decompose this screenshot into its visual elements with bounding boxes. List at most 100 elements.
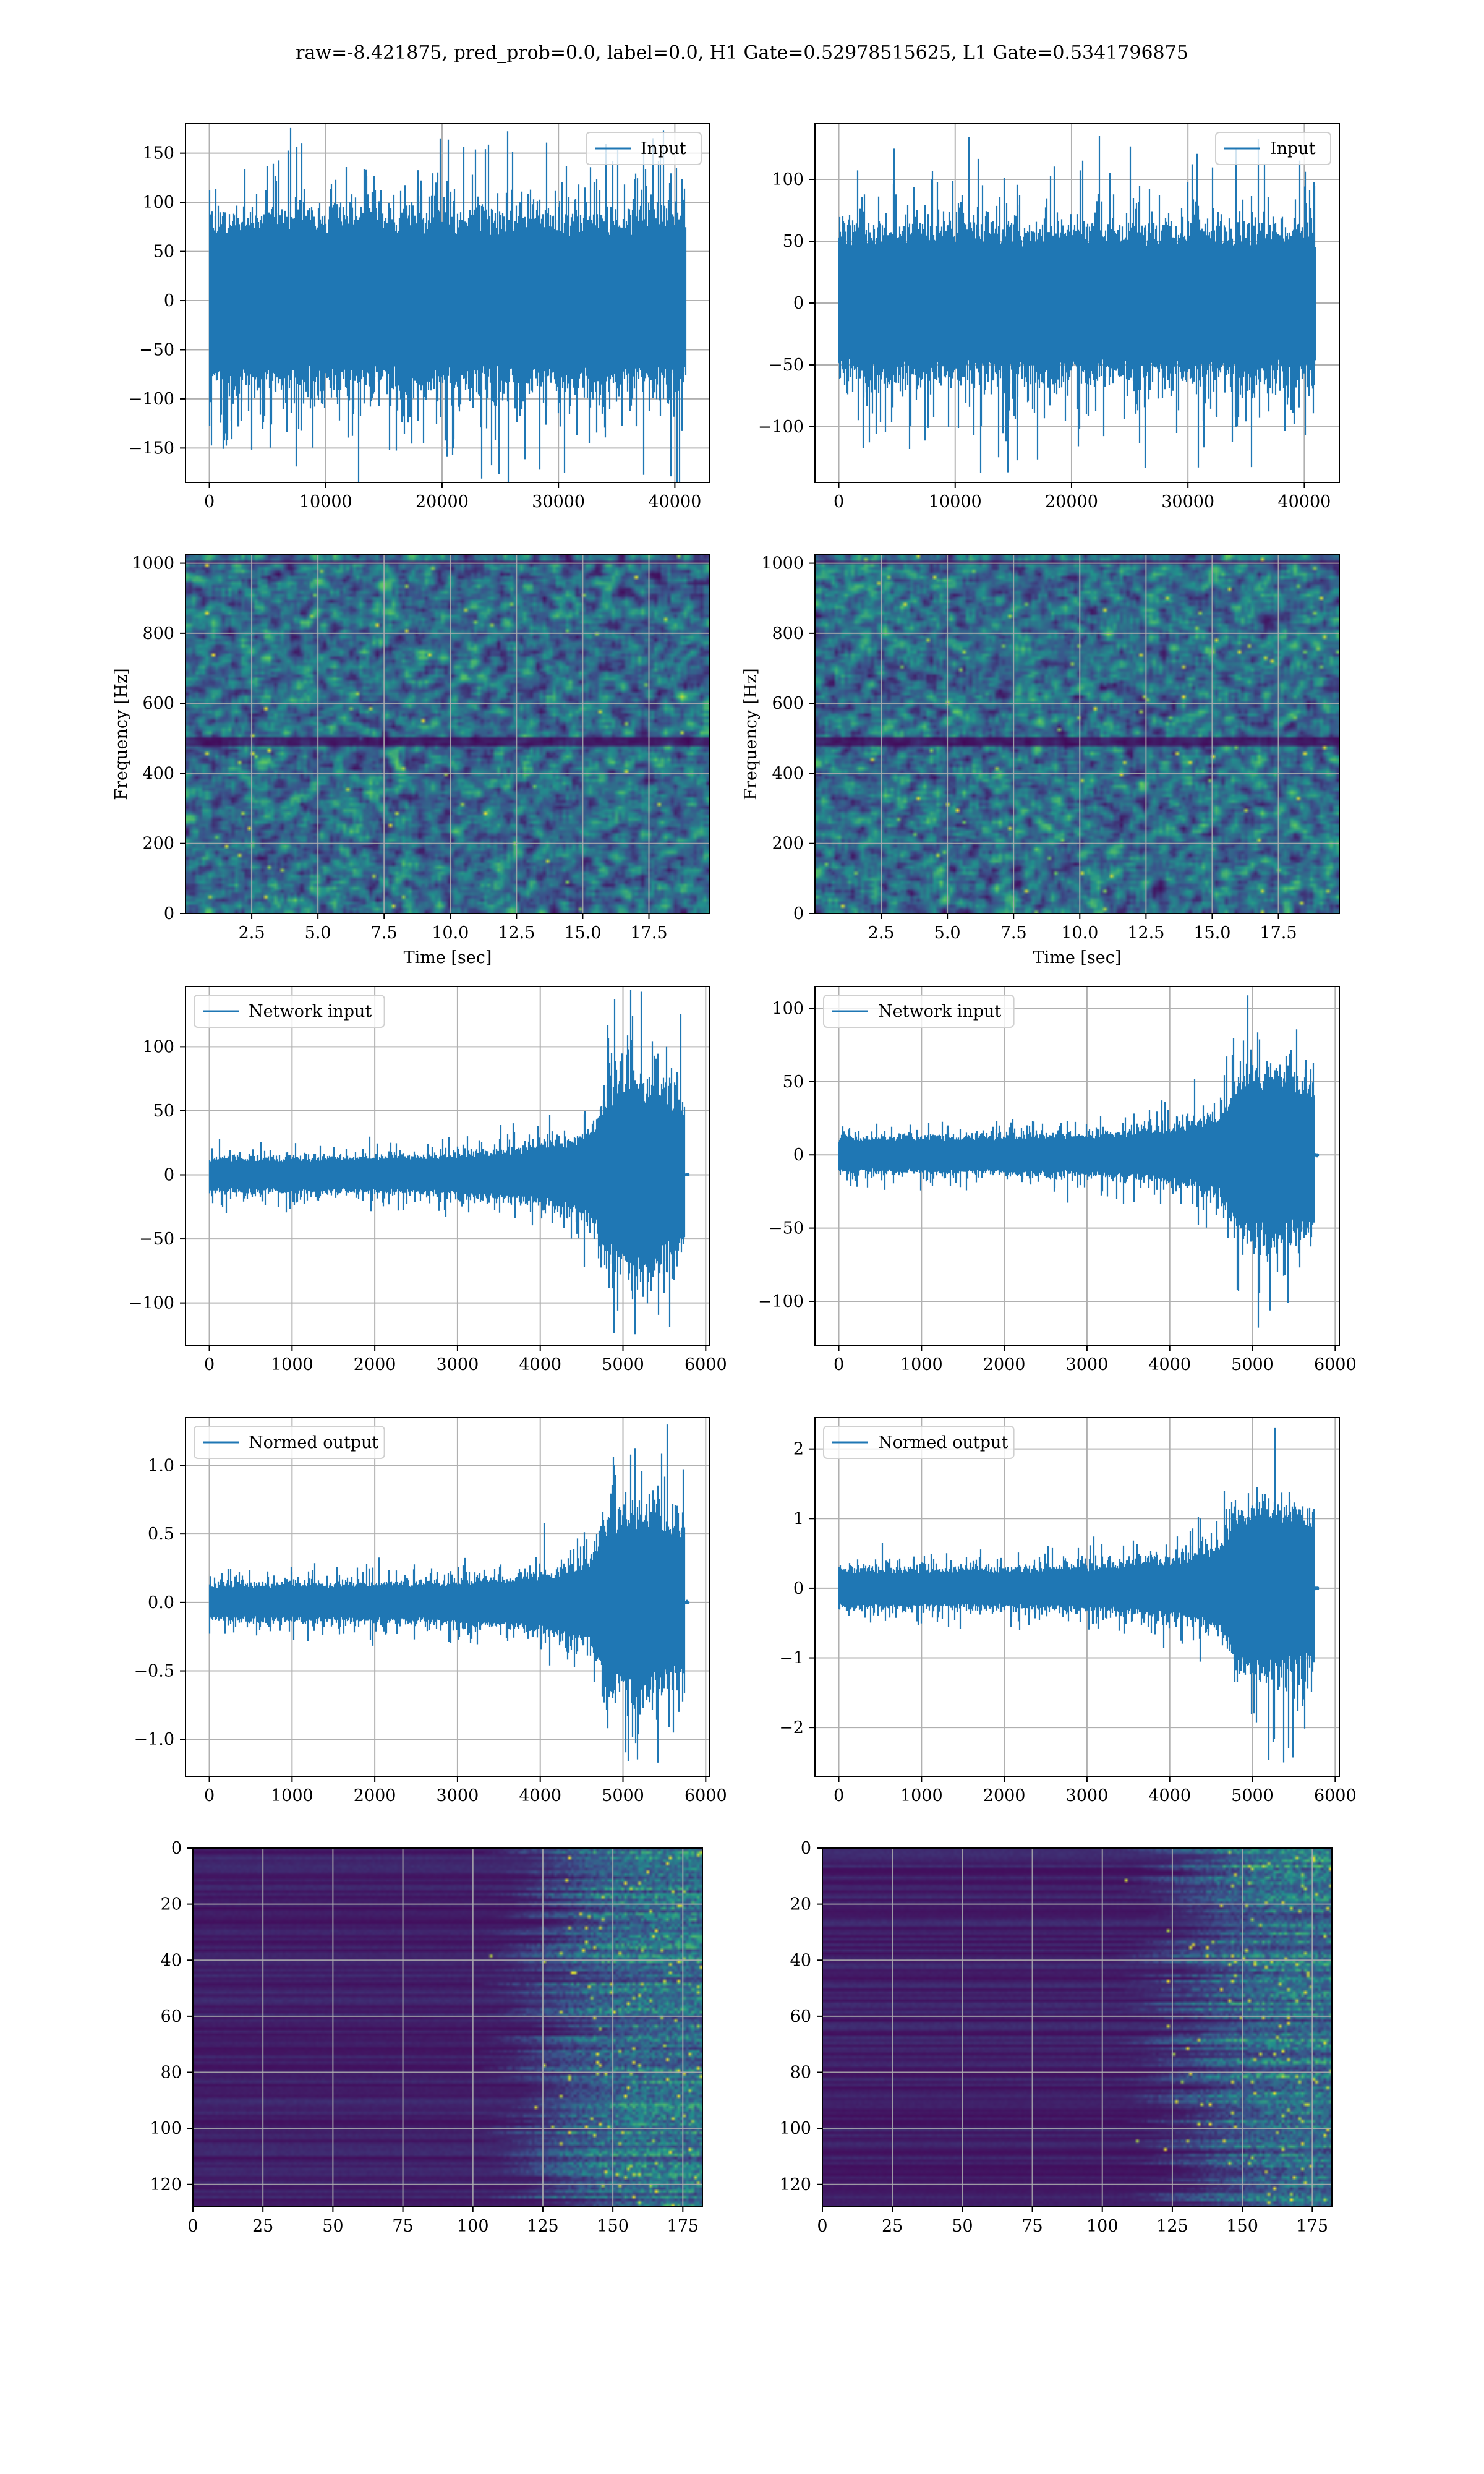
x-tick-label: 17.5: [630, 923, 667, 943]
legend-box: [194, 1426, 385, 1459]
series-line: [208, 1424, 690, 1763]
legend: Network input: [823, 995, 1015, 1028]
y-tick-label: 0.0: [148, 1593, 174, 1612]
y-tick-label: −0.5: [134, 1662, 174, 1681]
y-tick-label: 100: [142, 193, 174, 212]
axes-frame: [822, 1847, 1333, 2207]
legend-box: [586, 132, 702, 165]
x-tick-label: 6000: [684, 1355, 727, 1374]
x-tick-label: 3000: [437, 1355, 479, 1374]
y-tick-label: 0.5: [148, 1525, 174, 1544]
y-tick-label: 60: [790, 2007, 811, 2026]
axes-frame: [185, 1417, 710, 1777]
y-tick-label: 1: [793, 1509, 804, 1528]
y-tick-label: 40: [161, 1951, 182, 1970]
y-tick-label: 2: [793, 1440, 804, 1459]
y-tick-label: 120: [150, 2175, 182, 2194]
x-tick-label: 1000: [271, 1786, 313, 1805]
heatmap-image: [815, 555, 1339, 914]
y-tick-label: 0: [164, 291, 174, 310]
heatmap-image: [186, 555, 710, 914]
input-l1-plot: Input 0 10000 20000 30000 40000 −100 −50 0 50 100: [758, 123, 1340, 511]
x-axis-label: Time [sec]: [1033, 948, 1122, 967]
tick-labels: 2.5 5.0 7.5 10.0 12.5 15.0 17.5 0 200 400 600 800 10…: [132, 554, 667, 943]
x-tick-label: 150: [597, 2217, 629, 2236]
y-tick-label: 200: [142, 834, 174, 854]
y-tick-label: 1000: [132, 554, 174, 573]
series-line: [838, 1427, 1320, 1763]
y-tick-label: 60: [161, 2007, 182, 2026]
x-tick-label: 5000: [602, 1355, 644, 1374]
y-tick-label: 50: [153, 1102, 174, 1121]
y-tick-label: −50: [139, 1230, 174, 1249]
y-tick-label: 100: [150, 2119, 182, 2138]
x-tick-label: 10.0: [432, 923, 469, 943]
x-tick-label: 75: [1021, 2217, 1043, 2236]
spectrogram-h1-plot: 2.5 5.0 7.5 10.0 12.5 15.0 17.5 0 200 400 600 800 10…: [112, 554, 710, 967]
axes-frame: [185, 986, 710, 1346]
x-tick-label: 100: [1086, 2217, 1119, 2236]
x-tick-label: 15.0: [1193, 923, 1230, 943]
x-tick-label: 125: [527, 2217, 559, 2236]
spectrogram-l1-plot: 2.5 5.0 7.5 10.0 12.5 15.0 17.5 0 200 400 600 800 10…: [741, 554, 1340, 967]
x-tick-label: 5000: [1231, 1786, 1274, 1805]
x-tick-label: 0: [204, 492, 215, 511]
y-tick-label: 0: [171, 1839, 182, 1858]
x-tick-label: 0: [834, 1355, 844, 1374]
axes-frame: [814, 1417, 1340, 1777]
heatmap-image: [822, 1848, 1332, 2207]
x-tick-label: 2.5: [868, 923, 895, 943]
x-tick-label: 1000: [271, 1355, 313, 1374]
x-tick-label: 50: [322, 2217, 343, 2236]
y-tick-label: 120: [779, 2175, 811, 2194]
x-tick-label: 17.5: [1260, 923, 1297, 943]
legend: Network input: [194, 995, 385, 1028]
x-tick-label: 5000: [1231, 1355, 1274, 1374]
y-tick-label: 50: [783, 232, 804, 251]
y-tick-label: 20: [161, 1895, 182, 1914]
y-tick-label: −2: [779, 1718, 804, 1737]
x-tick-label: 3000: [1066, 1786, 1109, 1805]
y-tick-label: 0: [164, 1166, 174, 1185]
x-tick-label: 10000: [929, 492, 982, 511]
x-tick-label: 0: [834, 492, 844, 511]
legend-box: [823, 1426, 1015, 1459]
legend: Normed output: [194, 1426, 385, 1459]
y-tick-label: −100: [129, 390, 174, 409]
y-tick-label: 800: [772, 624, 804, 643]
y-tick-label: 0: [801, 1839, 811, 1858]
axes-frame: [185, 554, 710, 914]
legend: Input: [1215, 132, 1331, 165]
heatmap-image: [193, 1848, 702, 2207]
x-tick-label: 0: [187, 2217, 198, 2236]
x-tick-label: 2000: [354, 1786, 396, 1805]
y-tick-label: 20: [790, 1895, 811, 1914]
x-tick-label: 5000: [602, 1786, 644, 1805]
y-tick-label: 0: [793, 904, 804, 923]
series-line: [838, 136, 1316, 473]
y-tick-label: 150: [142, 144, 174, 163]
series-line: [208, 990, 690, 1335]
x-tick-label: 2000: [354, 1355, 396, 1374]
tick-labels: 0 25 50 75 100 125 150 175 0 20 40 60 80 100 120: [779, 1839, 1328, 2236]
legend-label: Normed output: [249, 1433, 378, 1452]
tick-labels: 0 10000 20000 30000 40000 −150 −100 −50 0 50 100 15…: [129, 144, 702, 511]
x-tick-label: 6000: [1314, 1355, 1357, 1374]
x-tick-label: 40000: [1277, 492, 1331, 511]
normed-output-h1-plot: Normed output 0 1000 2000 3000 4000 5000 6000 −1…: [134, 1417, 727, 1805]
x-tick-label: 5.0: [934, 923, 961, 943]
tick-labels: 0 1000 2000 3000 4000 5000 6000 −100 −50 0 50 100: [758, 999, 1357, 1374]
y-tick-label: 80: [161, 2063, 182, 2082]
y-tick-label: 50: [783, 1072, 804, 1092]
x-tick-label: 4000: [519, 1355, 561, 1374]
x-tick-label: 12.5: [498, 923, 535, 943]
x-tick-label: 30000: [1161, 492, 1214, 511]
y-tick-label: −1: [779, 1649, 804, 1668]
legend-label: Network input: [878, 1002, 1001, 1021]
x-tick-label: 20000: [416, 492, 469, 511]
spectrogram-canvas: [186, 555, 710, 914]
x-tick-label: 75: [392, 2217, 413, 2236]
x-tick-label: 3000: [1066, 1355, 1109, 1374]
x-tick-label: 2.5: [239, 923, 265, 943]
